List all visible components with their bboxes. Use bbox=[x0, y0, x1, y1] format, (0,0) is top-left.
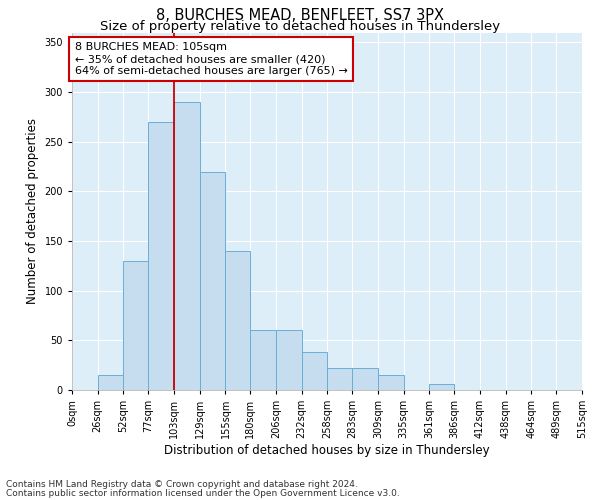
Bar bbox=[98, 375, 124, 390]
X-axis label: Distribution of detached houses by size in Thundersley: Distribution of detached houses by size … bbox=[164, 444, 490, 457]
Text: 8 BURCHES MEAD: 105sqm
← 35% of detached houses are smaller (420)
64% of semi-de: 8 BURCHES MEAD: 105sqm ← 35% of detached… bbox=[75, 42, 348, 76]
Bar bbox=[174, 102, 200, 390]
Bar bbox=[430, 384, 454, 390]
Bar bbox=[200, 172, 226, 390]
Y-axis label: Number of detached properties: Number of detached properties bbox=[26, 118, 39, 304]
Bar bbox=[378, 375, 404, 390]
Text: 8, BURCHES MEAD, BENFLEET, SS7 3PX: 8, BURCHES MEAD, BENFLEET, SS7 3PX bbox=[156, 8, 444, 22]
Bar bbox=[328, 368, 352, 390]
Bar bbox=[352, 368, 378, 390]
Bar bbox=[124, 261, 148, 390]
Text: Contains HM Land Registry data © Crown copyright and database right 2024.: Contains HM Land Registry data © Crown c… bbox=[6, 480, 358, 489]
Text: Size of property relative to detached houses in Thundersley: Size of property relative to detached ho… bbox=[100, 20, 500, 33]
Bar bbox=[250, 330, 276, 390]
Bar bbox=[302, 352, 328, 390]
Text: Contains public sector information licensed under the Open Government Licence v3: Contains public sector information licen… bbox=[6, 488, 400, 498]
Bar bbox=[148, 122, 174, 390]
Bar bbox=[226, 251, 250, 390]
Bar bbox=[276, 330, 302, 390]
